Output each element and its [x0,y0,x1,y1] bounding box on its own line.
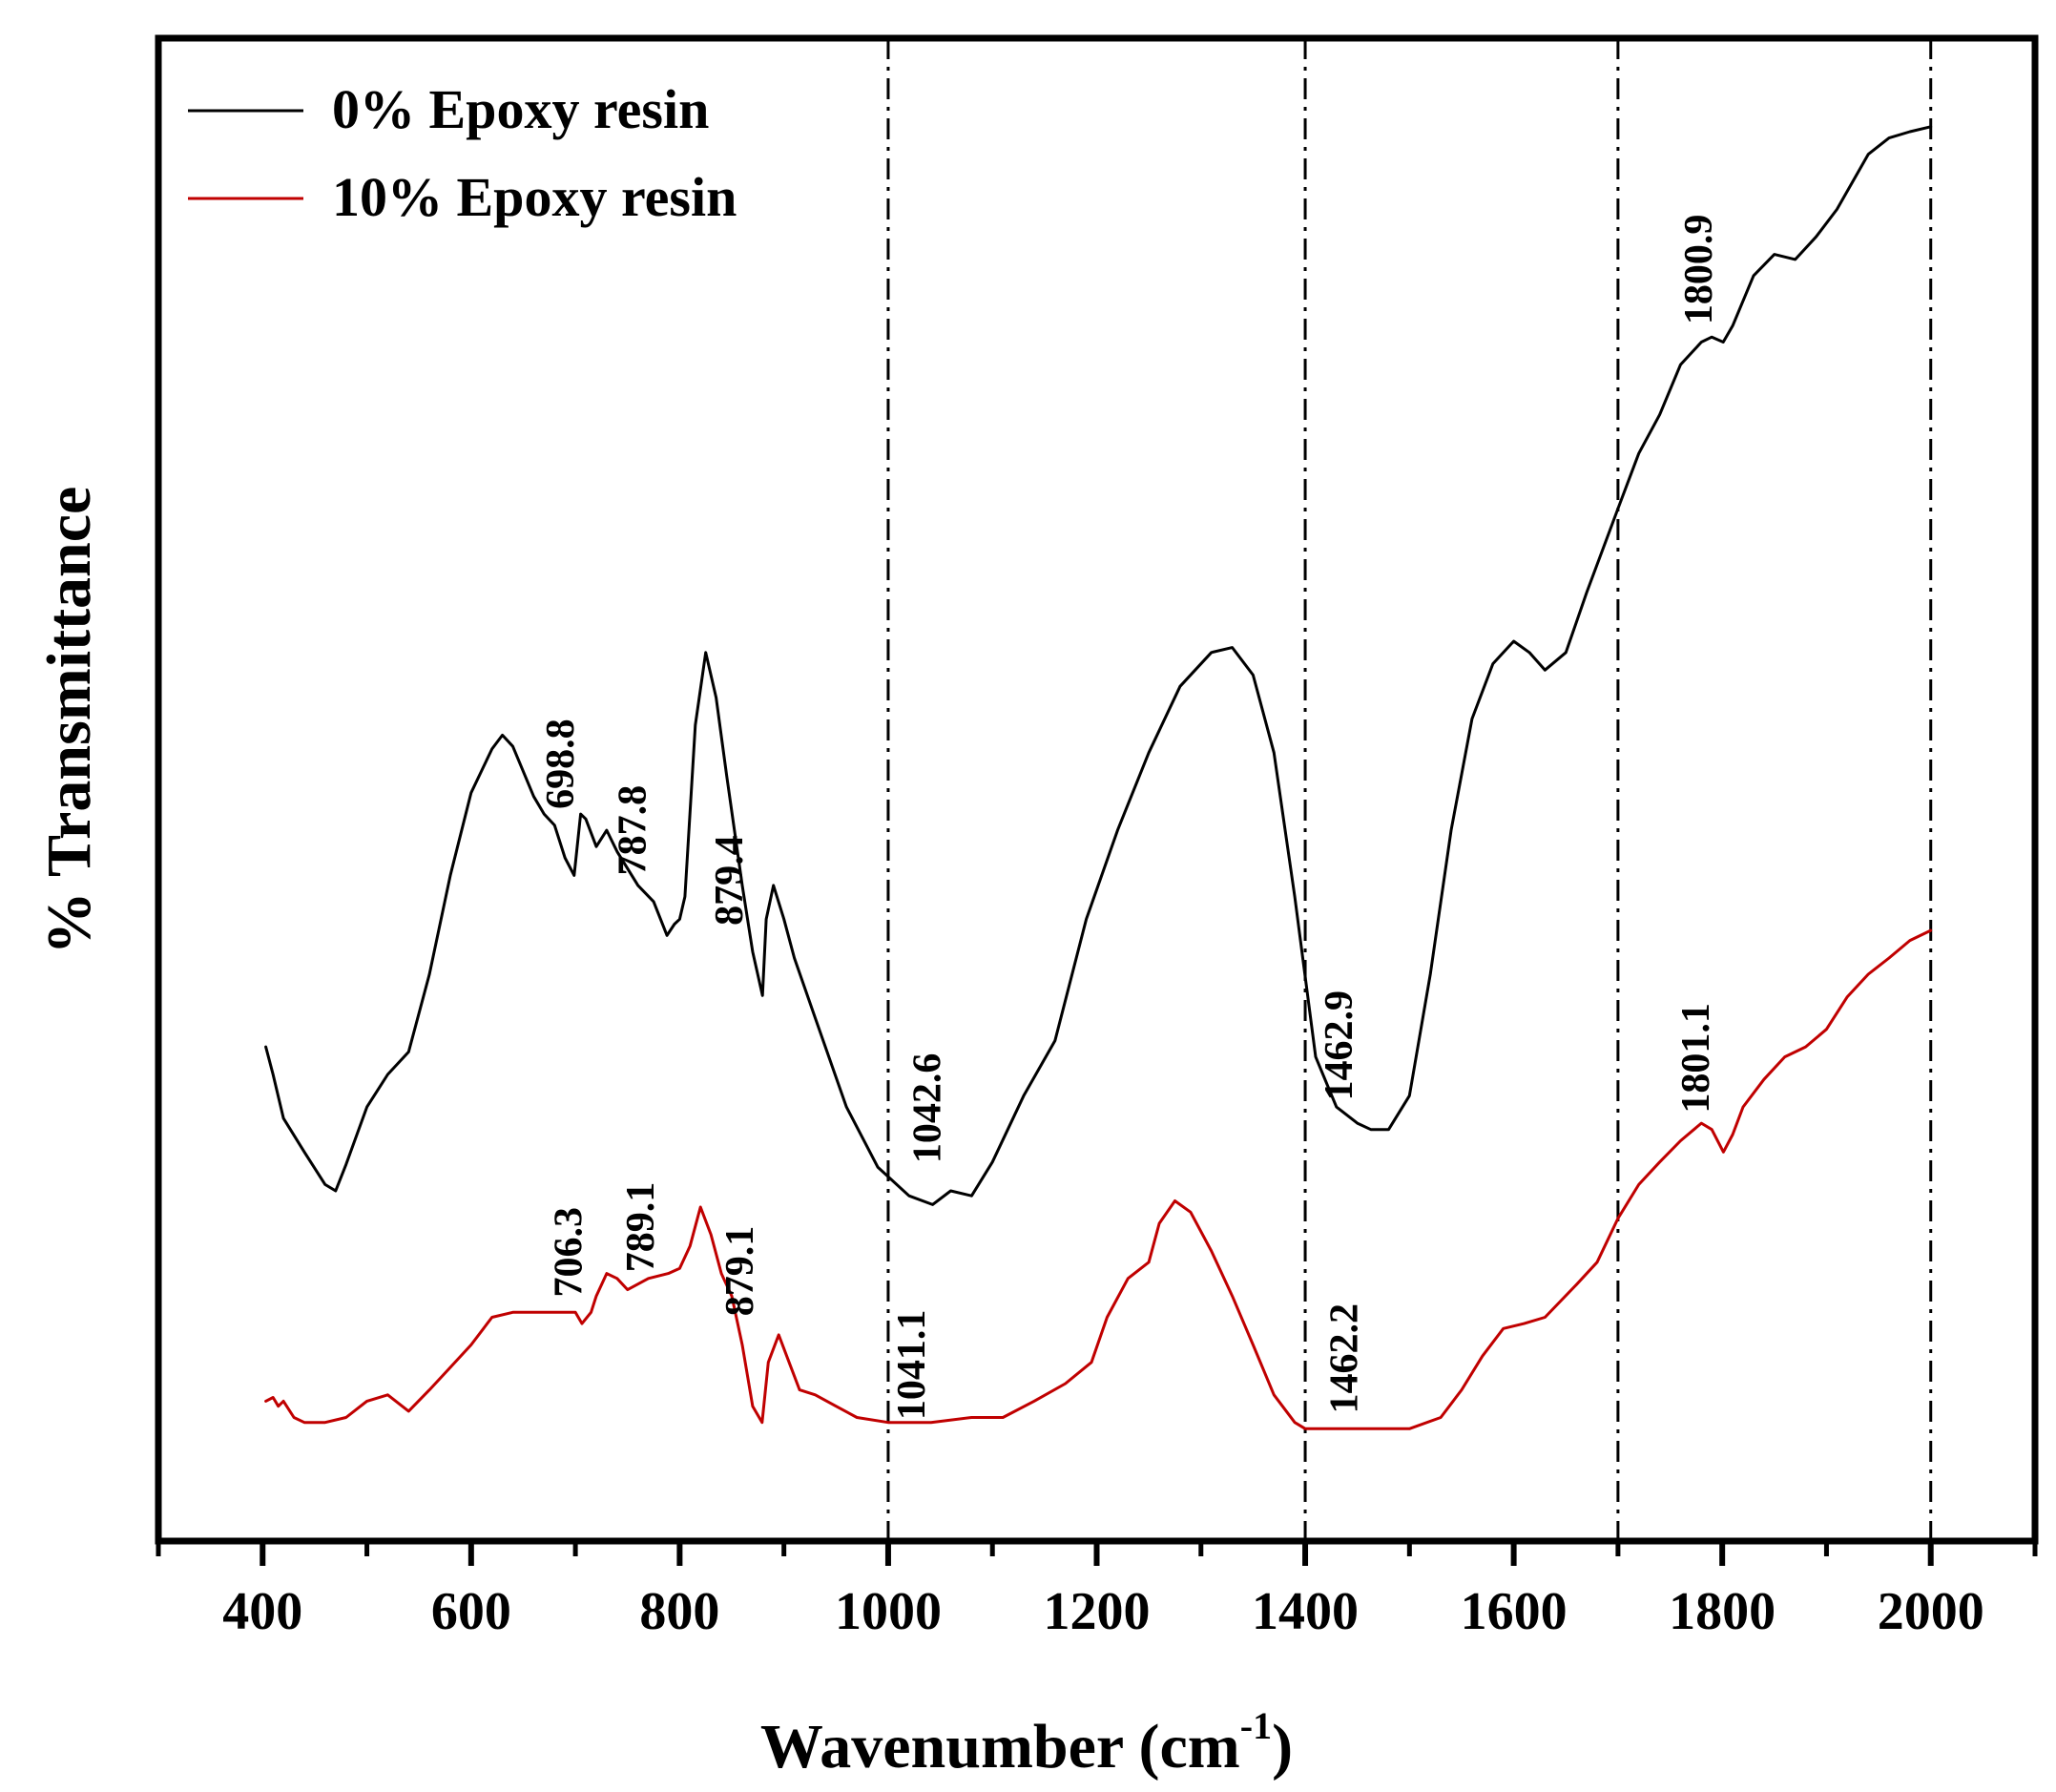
x-axis-title: Wavenumber (cm-1) [760,1704,1293,1782]
peak-label-1801.1: 1801.1 [1674,1003,1718,1114]
series-layer [264,125,1933,1430]
peak-label-1041.1: 1041.1 [890,1310,934,1421]
series-line-0 [264,125,1933,1206]
series-line-1 [264,928,1933,1430]
plot-frame [155,34,2039,1545]
x-axis: 400 600 800 1000 1200 1400 1600 1800 2000 [156,1541,2038,1641]
peak-label-1800.9: 1800.9 [1677,215,1721,325]
x-tick-label-400: 400 [222,1582,302,1641]
x-tick-label-800: 800 [639,1582,719,1641]
legend-label-0-epoxy: 0% Epoxy resin [332,78,709,140]
peak-label-879.1: 879.1 [718,1226,762,1317]
x-axis-title-superscript: -1 [1240,1704,1272,1747]
peak-label-787.8: 787.8 [611,785,654,876]
x-tick-label-1400: 1400 [1252,1582,1359,1641]
peak-label-1042.6: 1042.6 [906,1053,950,1164]
y-axis-title: % Transmittance [34,487,104,955]
peak-label-1462.9: 1462.9 [1318,990,1361,1101]
x-axis-title-main: Wavenumber (cm [760,1712,1240,1782]
peak-label-698.8: 698.8 [539,719,583,809]
legend: 0% Epoxy resin 10% Epoxy resin [188,78,737,228]
peak-label-879.4: 879.4 [708,835,752,926]
legend-label-10-epoxy: 10% Epoxy resin [332,166,737,228]
x-tick-label-600: 600 [431,1582,511,1641]
peak-label-789.1: 789.1 [619,1182,663,1273]
reference-lines [886,38,1933,1541]
x-axis-title-close: ) [1272,1712,1293,1782]
x-tick-label-1600: 1600 [1461,1582,1568,1641]
peak-label-1462.2: 1462.2 [1323,1303,1367,1414]
x-tick-label-2000: 2000 [1878,1582,1984,1641]
x-tick-label-1000: 1000 [835,1582,942,1641]
x-tick-label-1200: 1200 [1044,1582,1151,1641]
peak-label-706.3: 706.3 [548,1207,592,1298]
x-tick-label-1800: 1800 [1669,1582,1776,1641]
peak-annotations: 698.8 787.8 879.4 1042.6 1462.9 1800.9 706.3 78… [539,215,1721,1421]
